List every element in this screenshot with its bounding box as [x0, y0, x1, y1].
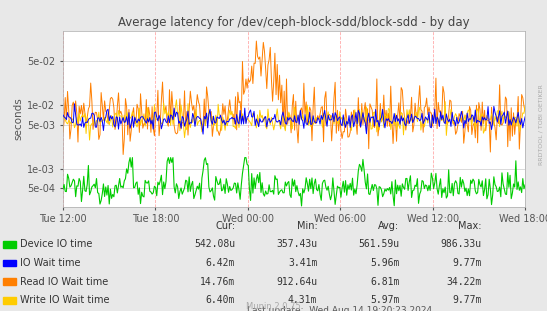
Text: Device IO time: Device IO time: [20, 239, 92, 249]
Text: 986.33u: 986.33u: [440, 239, 481, 249]
Text: 4.31m: 4.31m: [288, 295, 317, 305]
Text: Munin 2.0.75: Munin 2.0.75: [246, 302, 301, 311]
Text: 3.41m: 3.41m: [288, 258, 317, 268]
Bar: [3, 241, 16, 248]
Text: 9.77m: 9.77m: [452, 295, 481, 305]
Text: 5.97m: 5.97m: [370, 295, 399, 305]
Text: Max:: Max:: [458, 221, 481, 231]
Text: IO Wait time: IO Wait time: [20, 258, 81, 268]
Text: 14.76m: 14.76m: [200, 276, 235, 287]
Text: 912.64u: 912.64u: [276, 276, 317, 287]
Text: RRDTOOL / TOBI OETIKER: RRDTOOL / TOBI OETIKER: [538, 84, 543, 165]
Title: Average latency for /dev/ceph-block-sdd/block-sdd - by day: Average latency for /dev/ceph-block-sdd/…: [118, 16, 470, 29]
Text: 561.59u: 561.59u: [358, 239, 399, 249]
Bar: [3, 297, 16, 304]
Text: 34.22m: 34.22m: [446, 276, 481, 287]
Text: Write IO Wait time: Write IO Wait time: [20, 295, 110, 305]
Text: 6.40m: 6.40m: [206, 295, 235, 305]
Text: Avg:: Avg:: [378, 221, 399, 231]
Text: 9.77m: 9.77m: [452, 258, 481, 268]
Bar: [3, 260, 16, 266]
Y-axis label: seconds: seconds: [13, 98, 23, 140]
Text: 6.42m: 6.42m: [206, 258, 235, 268]
Bar: [3, 278, 16, 285]
Text: 542.08u: 542.08u: [194, 239, 235, 249]
Text: 6.81m: 6.81m: [370, 276, 399, 287]
Text: 5.96m: 5.96m: [370, 258, 399, 268]
Text: Cur:: Cur:: [215, 221, 235, 231]
Text: Min:: Min:: [296, 221, 317, 231]
Text: Read IO Wait time: Read IO Wait time: [20, 276, 108, 287]
Text: Last update:  Wed Aug 14 19:20:23 2024: Last update: Wed Aug 14 19:20:23 2024: [247, 306, 432, 311]
Text: 357.43u: 357.43u: [276, 239, 317, 249]
